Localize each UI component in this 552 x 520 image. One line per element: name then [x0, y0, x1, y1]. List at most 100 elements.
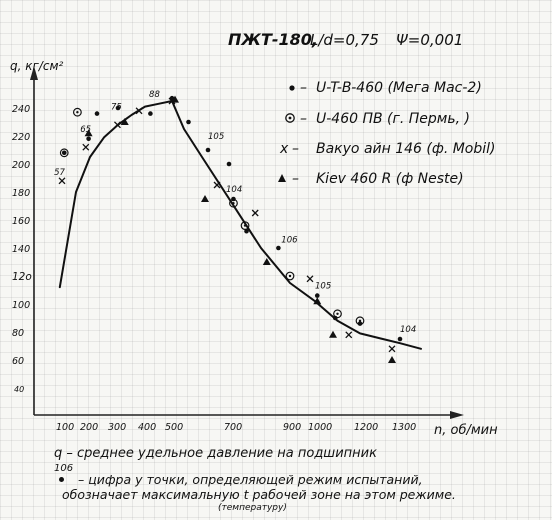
dot-marker-icon [289, 85, 295, 91]
legend: – U-T-B-460 (Мега Мас-2) – U-460 ПВ (г. … [278, 80, 496, 187]
example-label: 106 [54, 463, 74, 474]
x-tick-label: 100 [56, 422, 74, 433]
note-line-3: (температуру) [218, 503, 287, 513]
data-point-triangle [388, 356, 396, 363]
y-tick-label: 200 [12, 160, 30, 171]
data-point-triangle [84, 129, 93, 137]
data-point-x [388, 345, 396, 353]
data-point-circled-dot [355, 316, 365, 326]
legend-label: Kiev 460 R (ф Neste) [316, 171, 464, 187]
x-tick-label: 500 [165, 422, 183, 433]
data-point-dot [205, 147, 211, 153]
data-point-circled-dot [59, 148, 69, 158]
y-tick-label: 100 [12, 300, 30, 311]
x-tick-label: 300 [108, 422, 126, 433]
data-point-circled-dot [229, 198, 238, 208]
chart-title: ПЖТ-180, [228, 30, 318, 49]
x-axis-arrow-icon [450, 411, 464, 419]
param-ld: L/d=0,75 [310, 31, 379, 49]
data-point-triangle [201, 195, 209, 202]
y-tick-label: 160 [12, 216, 30, 227]
data-point-triangle [329, 330, 337, 338]
data-point-x [82, 143, 90, 151]
data-point-x [345, 331, 353, 339]
x-tick-label: 900 [283, 422, 301, 433]
data-point-dot [276, 245, 281, 251]
x-marker-icon: x [279, 141, 289, 157]
data-point-triangle [171, 95, 179, 103]
fitted-curve [58, 100, 422, 350]
y-tick-label: 140 [12, 244, 30, 255]
point-label: 105 [208, 132, 224, 142]
x-tick-label: 1000 [308, 422, 332, 433]
points-layer [58, 95, 403, 363]
data-point-x [251, 209, 259, 217]
circled-dot-marker-icon [285, 113, 295, 123]
point-label: 104 [226, 185, 242, 195]
curve-layer [58, 100, 422, 350]
y-tick-label: 220 [12, 132, 30, 143]
point-label: 105 [315, 282, 331, 292]
y-axis-label: q, кг/см² [10, 59, 63, 73]
q-definition: q – среднее удельное давление на подшипн… [54, 446, 377, 461]
x-tick-label: 200 [80, 422, 98, 433]
data-point-dot [115, 105, 121, 111]
legend-sep: – [300, 80, 307, 96]
data-point-x [213, 181, 221, 189]
legend-entry-2: – U-460 ПВ (г. Пермь, ) [285, 111, 470, 127]
data-point-x [306, 275, 314, 283]
example-dot-icon [59, 477, 64, 482]
data-point-circled-dot [72, 107, 82, 117]
data-point-dot [332, 315, 338, 321]
legend-entry-4: – Kiev 460 R (ф Neste) [278, 171, 464, 187]
data-point-triangle [262, 258, 271, 265]
data-point-circled-dot [333, 309, 342, 319]
data-point-x [113, 121, 121, 129]
data-point-dot [94, 111, 100, 116]
legend-entry-1: – U-T-B-460 (Мега Мас-2) [289, 80, 482, 96]
legend-sep: – [292, 141, 299, 157]
param-psi: Ψ=0,001 [396, 31, 463, 49]
legend-label: U-460 ПВ (г. Пермь, ) [316, 111, 470, 127]
y-axis-arrow-icon [30, 66, 38, 80]
y-bottom-label: 40 [14, 385, 24, 394]
data-point-dot [314, 293, 320, 298]
point-label: 104 [400, 325, 416, 335]
data-point-dot [397, 336, 403, 342]
data-point-circled-dot [240, 221, 250, 231]
y-tick-label: 12o [12, 271, 32, 283]
data-point-dot [186, 119, 191, 125]
data-point-triangle [120, 118, 129, 125]
data-point-x [135, 107, 143, 115]
x-tick-label: 1200 [354, 422, 378, 433]
point-label: 75 [111, 102, 122, 112]
point-label: 65 [80, 125, 91, 135]
data-point-circled-dot [285, 271, 295, 281]
data-point-dot [226, 161, 232, 167]
legend-sep: – [300, 111, 307, 127]
data-point-dot [86, 136, 91, 142]
data-point-x [58, 177, 66, 185]
point-label: 106 [281, 235, 298, 245]
y-tick-label: 240 [12, 104, 30, 115]
triangle-marker-icon [278, 174, 286, 182]
note-line-1: – цифра у точки, определяющей режим испы… [78, 472, 423, 487]
x-tick-label: 400 [138, 422, 156, 433]
note-line-2: обозначает максимальную t рабочей зоне н… [62, 487, 456, 502]
circled-dot-center-icon [288, 116, 292, 120]
y-tick-label: 180 [12, 188, 30, 199]
data-point-dot [148, 111, 153, 116]
y-tick-label: 80 [12, 328, 24, 339]
x-axis-label: n, об/мин [434, 423, 498, 438]
point-label: 57 [54, 168, 65, 178]
x-tick-label: 700 [224, 422, 242, 433]
legend-label: Вакуо айн 146 (ф. Mobil) [316, 141, 496, 157]
x-tick-label: 1300 [392, 422, 416, 433]
legend-entry-3: x – Вакуо айн 146 (ф. Mobil) [279, 141, 496, 157]
point-label: 88 [149, 90, 160, 100]
y-tick-label: 60 [12, 356, 24, 367]
legend-label: U-T-B-460 (Мега Мас-2) [316, 80, 482, 96]
point-labels-layer: 57 65 75 88 105 104 106 105 104 [54, 90, 416, 335]
